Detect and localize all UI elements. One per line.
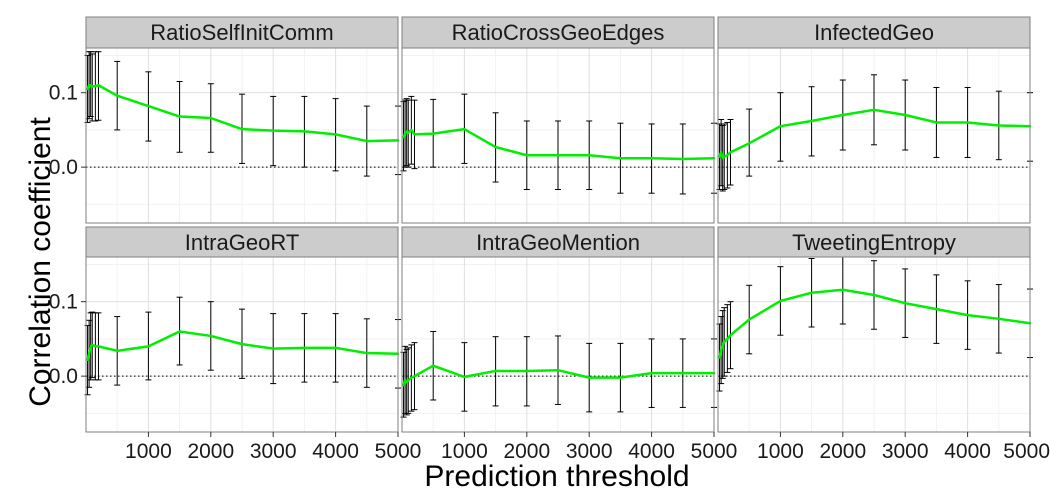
- facet-panel-5: IntraGeoMention: [400, 226, 717, 433]
- facet-panel-2: RatioCrossGeoEdges: [400, 16, 717, 224]
- x-tick-label: 3000: [882, 440, 929, 463]
- panels-layer: RatioSelfInitComm RatioCrossGeoEdges Infec…: [84, 16, 1033, 433]
- facet-strip-title: InfectedGeo: [814, 20, 934, 45]
- series-line: [402, 364, 716, 387]
- series-line: [402, 127, 716, 161]
- y-tick-label: 0.0: [49, 156, 78, 179]
- y-axis-title: Correlation coefficient: [24, 117, 57, 407]
- y-tick-label: 0.1: [49, 82, 78, 105]
- x-tick-label: 5000: [691, 440, 738, 463]
- x-tick-label: 1000: [125, 440, 172, 463]
- facet-strip-title: RatioCrossGeoEdges: [452, 20, 665, 45]
- facet-panel-6: TweetingEntropy: [716, 226, 1033, 433]
- x-tick-label: 3000: [566, 440, 613, 463]
- x-tick-label: 1000: [441, 440, 488, 463]
- x-tick-label: 2000: [187, 440, 234, 463]
- series-line: [718, 288, 1032, 359]
- facet-strip-title: RatioSelfInitComm: [150, 20, 333, 45]
- x-tick-label: 4000: [944, 440, 991, 463]
- series-line: [86, 330, 400, 362]
- y-tick-label: 0.1: [49, 291, 78, 314]
- axes-layer: 0.0 0.1 0.0 0.1 1000 2000 3000 4000 5000 1000 2000…: [49, 82, 1050, 463]
- facet-strip: [401, 226, 715, 258]
- series-line: [718, 108, 1032, 160]
- facet-strip: [401, 16, 715, 49]
- x-tick-label: 5000: [1003, 440, 1050, 463]
- facet-strip-title: IntraGeoMention: [476, 230, 640, 255]
- facet-strip: [85, 16, 399, 49]
- x-tick-label: 3000: [250, 440, 297, 463]
- facet-strip-title: TweetingEntropy: [792, 230, 956, 255]
- series-line: [86, 83, 400, 143]
- x-tick-label: 2000: [819, 440, 866, 463]
- x-axis-title: Prediction threshold: [424, 460, 689, 493]
- x-tick-label: 4000: [312, 440, 359, 463]
- facet-panel-1: RatioSelfInitComm: [84, 16, 401, 224]
- x-tick-label: 5000: [375, 440, 422, 463]
- facet-strip-title: IntraGeoRT: [185, 230, 300, 255]
- facet-strip: [85, 226, 399, 258]
- facet-strip: [717, 16, 1031, 49]
- facet-panel-4: IntraGeoRT: [84, 226, 401, 433]
- facet-strip: [717, 226, 1031, 258]
- facet-panel-3: InfectedGeo: [716, 16, 1033, 224]
- x-tick-label: 1000: [757, 440, 804, 463]
- y-tick-label: 0.0: [49, 365, 78, 388]
- x-tick-label: 2000: [503, 440, 550, 463]
- x-tick-label: 4000: [628, 440, 675, 463]
